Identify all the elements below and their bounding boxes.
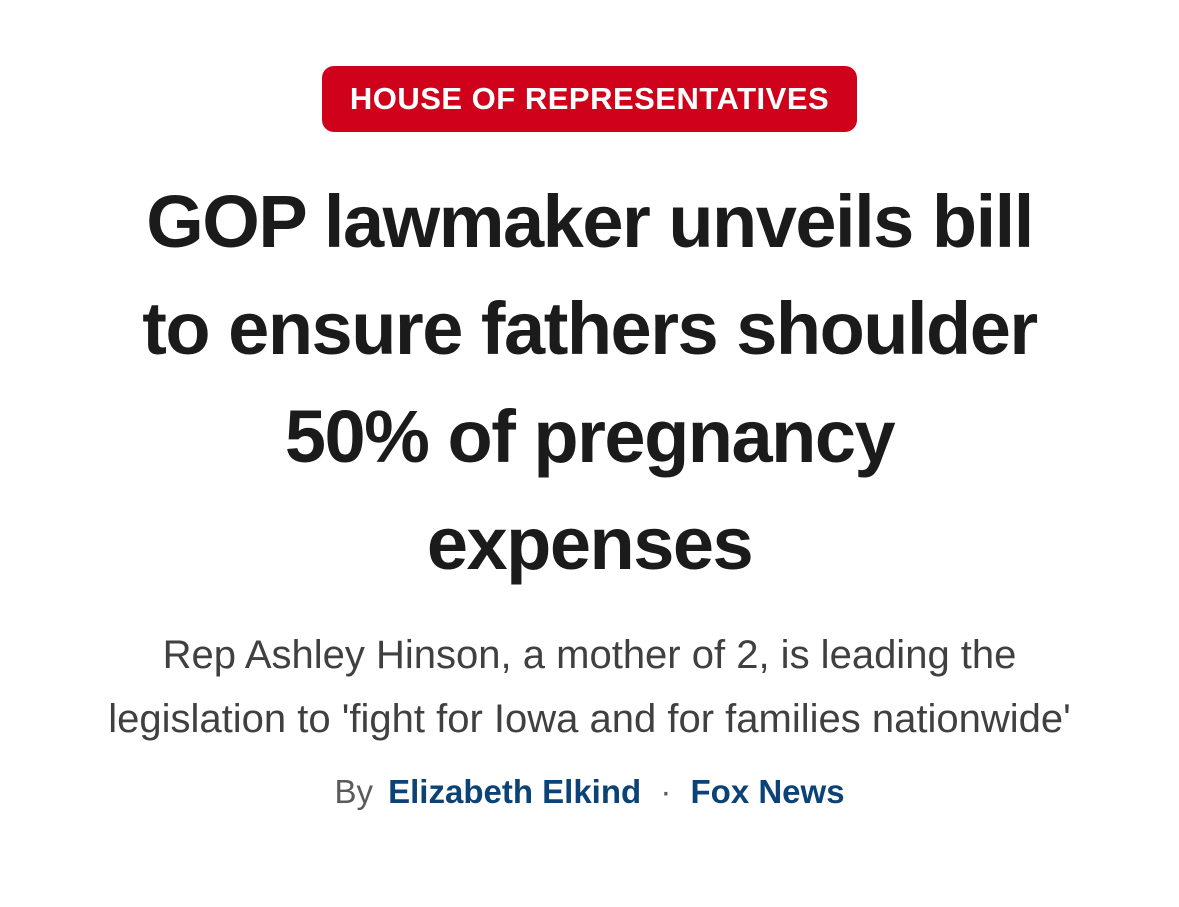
byline: By Elizabeth Elkind · Fox News (0, 773, 1179, 811)
byline-separator: · (660, 773, 672, 811)
article-headline: GOP lawmaker unveils bill to ensure fath… (142, 180, 1038, 585)
source-link[interactable]: Fox News (690, 773, 845, 811)
article-subheadline: Rep Ashley Hinson, a mother of 2, is lea… (108, 633, 1071, 742)
byline-prefix: By (334, 773, 373, 811)
author-link[interactable]: Elizabeth Elkind (388, 773, 642, 811)
category-badge[interactable]: HOUSE OF REPRESENTATIVES (321, 66, 858, 132)
